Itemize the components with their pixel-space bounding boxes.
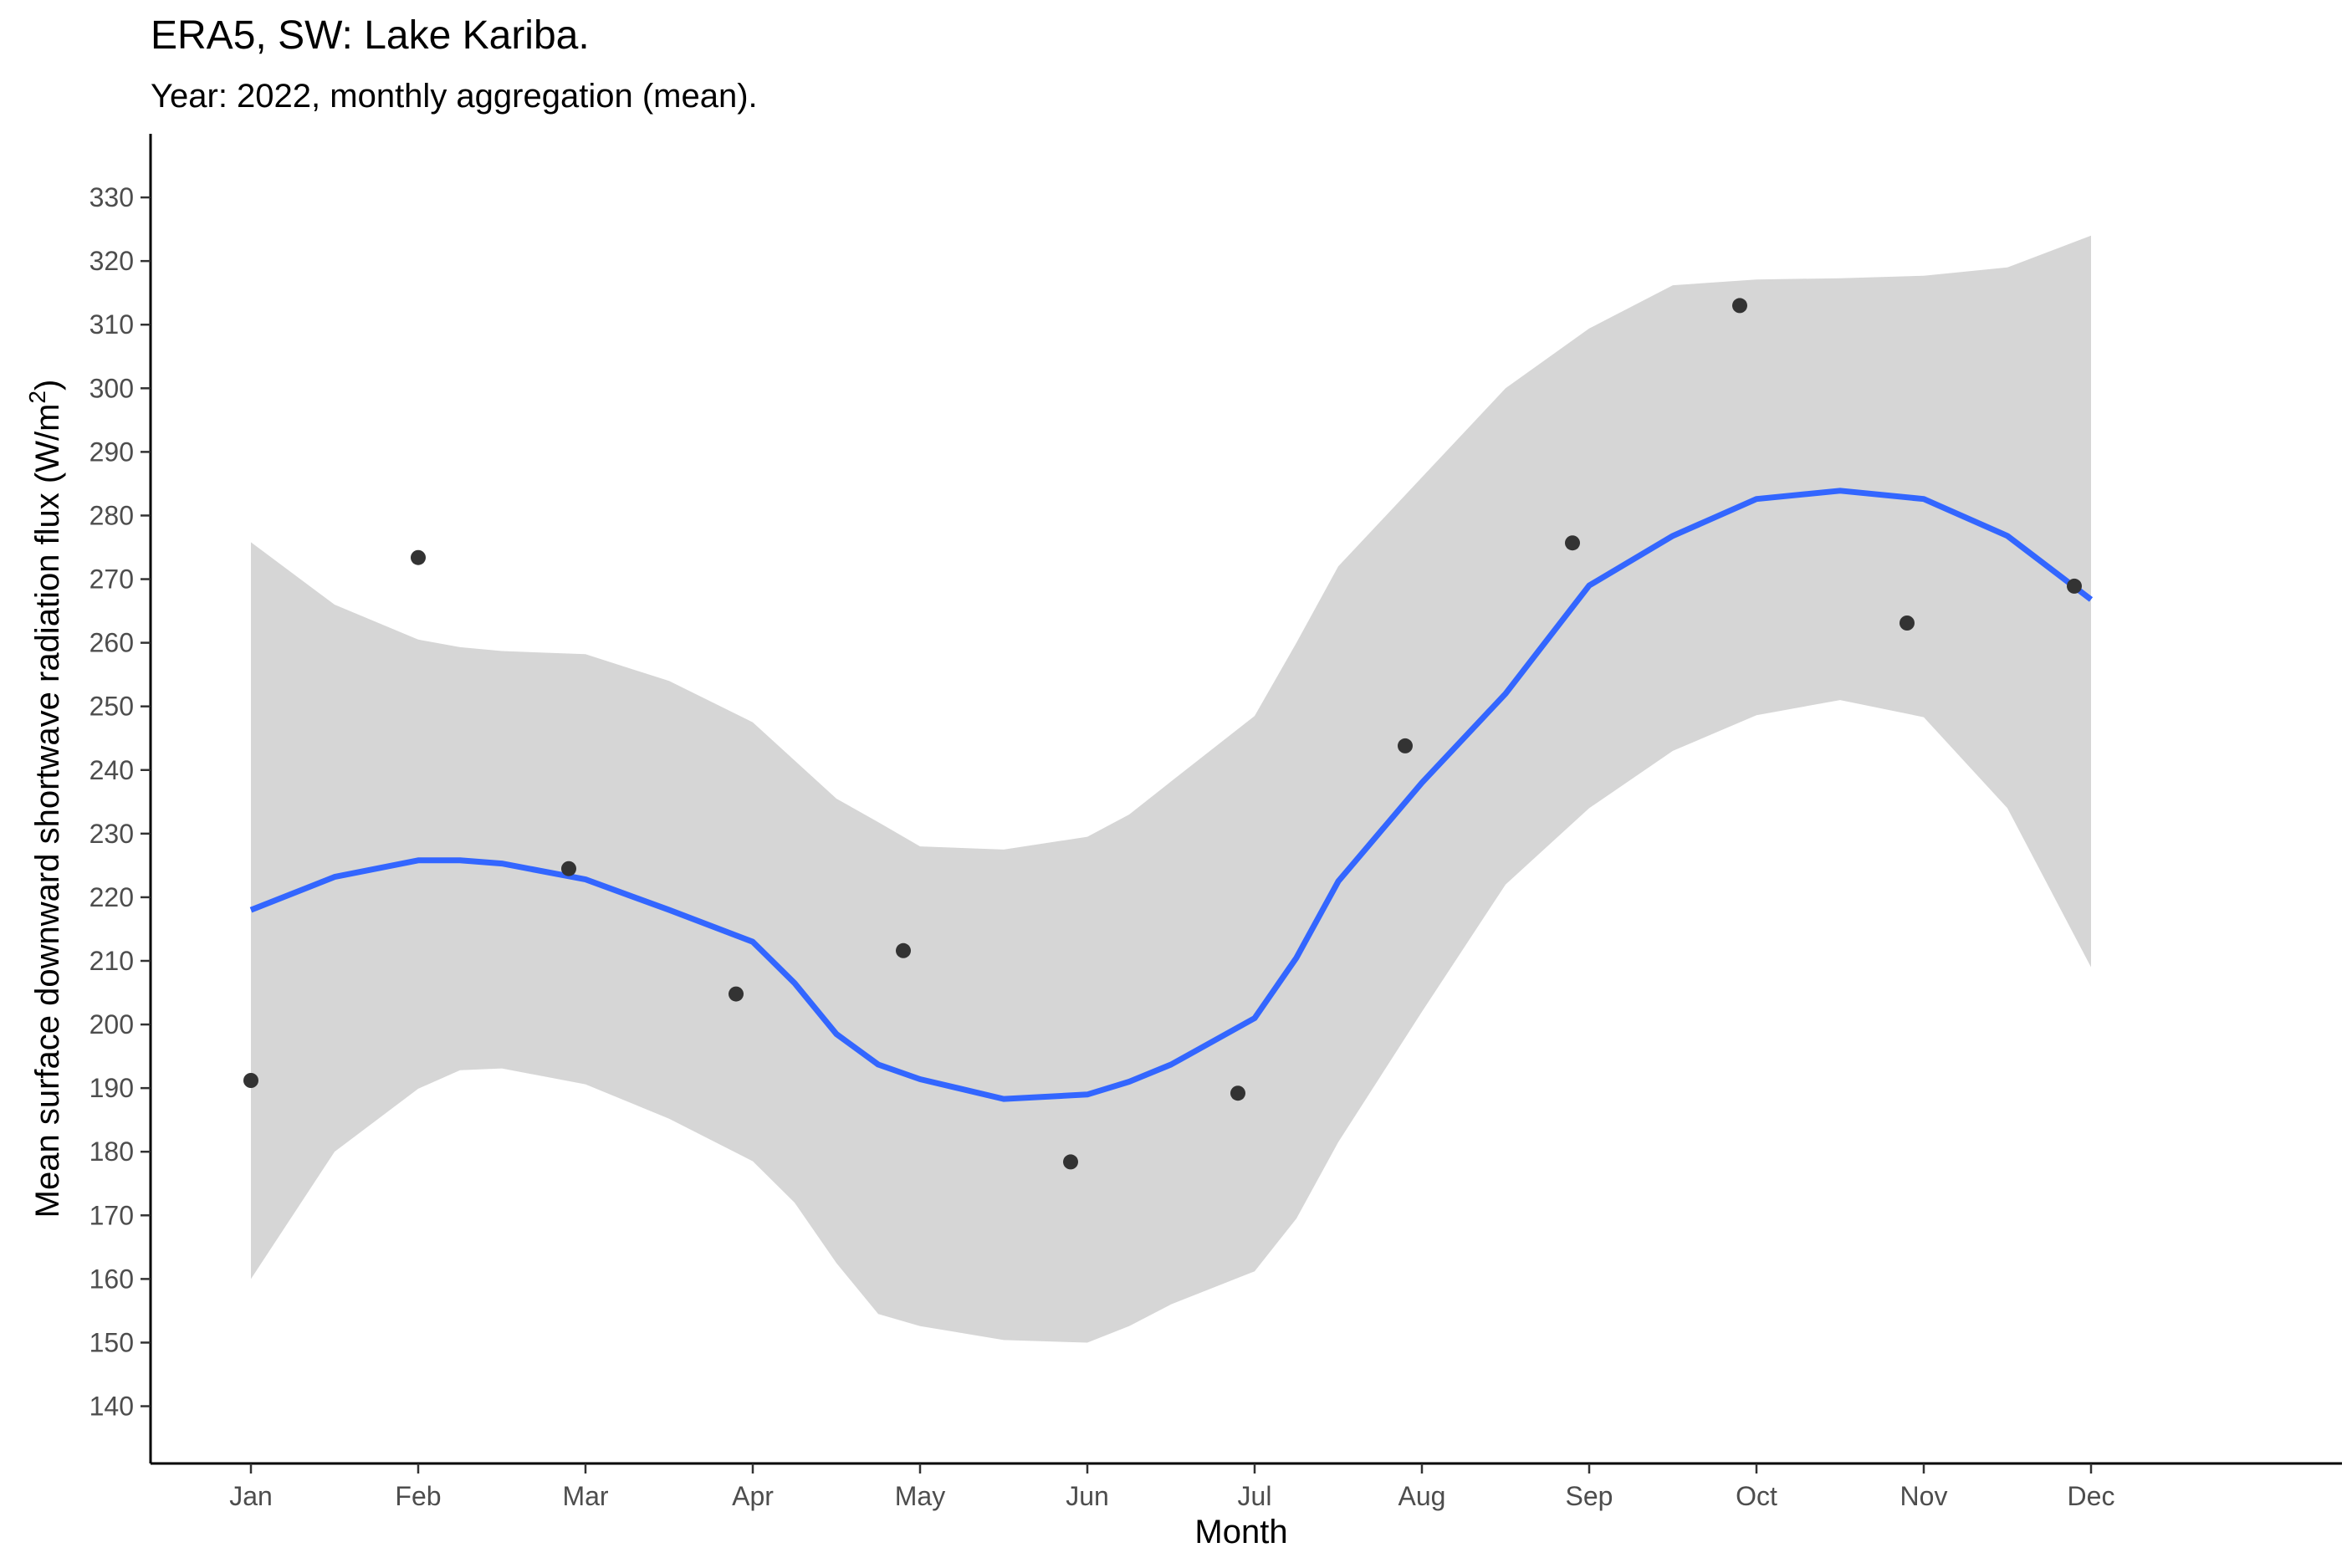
y-tick-label: 270 — [89, 564, 134, 595]
y-tick-label: 230 — [89, 819, 134, 849]
data-point-mar — [561, 861, 576, 876]
y-tick-label: 300 — [89, 373, 134, 403]
axes-layer: 140 150 160 170 180 190 200 210 220 230 240 250 260 2… — [89, 134, 2342, 1511]
x-tick-label: Feb — [395, 1481, 441, 1511]
data-point-jun — [1063, 1154, 1078, 1170]
y-tick-label: 200 — [89, 1009, 134, 1039]
x-tick-label: Sep — [1566, 1481, 1613, 1511]
data-point-oct — [1732, 298, 1747, 314]
y-tick-label: 330 — [89, 182, 134, 212]
y-tick-label: 190 — [89, 1073, 134, 1103]
y-axis-title-close: ) — [29, 380, 66, 391]
y-tick-label: 160 — [89, 1264, 134, 1294]
y-tick-label: 250 — [89, 692, 134, 722]
chart-title: ERA5, SW: Lake Kariba. — [151, 13, 590, 58]
data-point-feb — [411, 549, 426, 565]
data-point-jul — [1230, 1085, 1245, 1101]
y-axis-title-superscript: 2 — [24, 391, 50, 404]
y-tick-label: 220 — [89, 882, 134, 912]
x-tick-label: Jul — [1238, 1481, 1272, 1511]
data-point-apr — [729, 986, 744, 1002]
x-tick-label: Mar — [562, 1481, 608, 1511]
smooth-line-layer — [249, 488, 2094, 1102]
y-tick-label: 320 — [89, 246, 134, 276]
y-tick-label: 240 — [89, 755, 134, 785]
x-tick-label: Dec — [2068, 1481, 2115, 1511]
y-tick-label: 140 — [89, 1392, 134, 1422]
x-tick-label: May — [895, 1481, 945, 1511]
data-point-sep — [1565, 535, 1580, 551]
y-tick-label: 150 — [89, 1327, 134, 1357]
y-tick-label: 180 — [89, 1136, 134, 1167]
y-tick-label: 310 — [89, 309, 134, 340]
data-points-layer — [243, 298, 2082, 1170]
y-tick-label: 290 — [89, 437, 134, 467]
x-tick-label: Nov — [1900, 1481, 1948, 1511]
y-tick-label: 280 — [89, 500, 134, 530]
confidence-band — [251, 235, 2091, 1343]
confidence-band-layer — [251, 235, 2091, 1343]
y-tick-label: 260 — [89, 628, 134, 658]
data-point-jan — [243, 1073, 258, 1088]
x-tick-label: Apr — [732, 1481, 774, 1511]
chart-subtitle: Year: 2022, monthly aggregation (mean). — [151, 78, 758, 115]
y-tick-label: 170 — [89, 1200, 134, 1230]
x-tick-label: Aug — [1398, 1481, 1446, 1511]
x-tick-label: Oct — [1736, 1481, 1777, 1511]
x-axis-title: Month — [1194, 1514, 1287, 1550]
smooth-trend-line — [249, 488, 2094, 1102]
x-tick-label: Jan — [229, 1481, 273, 1511]
data-point-nov — [1899, 615, 1915, 631]
data-point-aug — [1398, 738, 1413, 753]
x-tick-label: Jun — [1066, 1481, 1109, 1511]
y-axis-title-main: Mean surface downward shortwave radiatio… — [29, 404, 66, 1218]
y-tick-label: 210 — [89, 946, 134, 976]
data-point-dec — [2067, 578, 2082, 594]
data-point-may — [896, 942, 911, 958]
y-axis-title: Mean surface downward shortwave radiatio… — [24, 380, 66, 1218]
